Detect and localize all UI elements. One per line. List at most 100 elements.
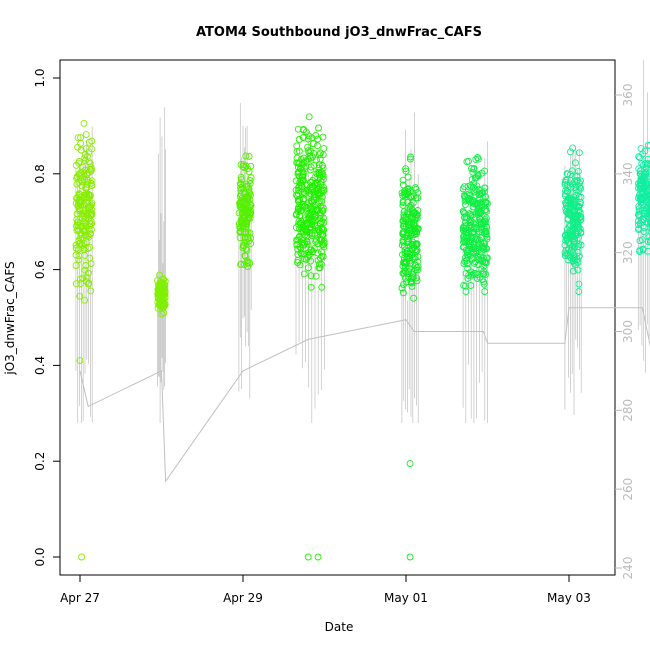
- data-point: [467, 271, 475, 279]
- data-point: [319, 231, 327, 238]
- data-point: [460, 183, 468, 191]
- y2-tick-label: 280: [621, 399, 635, 422]
- data-point: [647, 218, 650, 225]
- data-point: [404, 173, 412, 181]
- data-point: [160, 283, 168, 291]
- data-point: [563, 187, 571, 195]
- data-point: [636, 219, 644, 227]
- data-point: [299, 173, 307, 181]
- data-point: [569, 228, 577, 236]
- data-point: [74, 221, 82, 229]
- data-point: [294, 259, 302, 266]
- data-point: [313, 190, 321, 198]
- data-point: [402, 274, 409, 282]
- data-point: [569, 231, 577, 239]
- data-point: [465, 157, 472, 165]
- data-point: [480, 262, 488, 270]
- data-point: [462, 288, 470, 296]
- data-point: [87, 287, 95, 295]
- data-point: [304, 135, 312, 143]
- data-point-outlier: [76, 357, 84, 365]
- data-point: [305, 149, 313, 157]
- x-tick-label: May 03: [547, 591, 591, 605]
- data-point: [239, 244, 247, 252]
- data-point: [635, 224, 643, 232]
- data-point: [405, 268, 412, 276]
- data-point: [643, 212, 650, 220]
- data-point: [315, 124, 322, 132]
- data-point: [246, 177, 254, 184]
- data-point: [460, 232, 467, 240]
- data-point: [573, 172, 581, 180]
- data-point: [316, 231, 324, 239]
- y2-tick-label: 340: [621, 162, 635, 185]
- data-point: [404, 253, 412, 260]
- data-point: [459, 207, 467, 215]
- data-point: [294, 245, 302, 253]
- data-point: [295, 136, 303, 143]
- chart-title: ATOM4 Southbound jO3_dnwFrac_CAFS: [196, 25, 482, 40]
- data-point: [307, 147, 314, 155]
- data-point: [569, 144, 577, 152]
- data-point: [413, 277, 421, 285]
- data-point: [77, 201, 85, 209]
- data-point: [246, 189, 254, 197]
- data-point: [563, 170, 571, 178]
- y2-tick-label: 260: [621, 478, 635, 501]
- data-point: [469, 211, 477, 219]
- data-point: [574, 248, 582, 256]
- data-point: [406, 227, 414, 235]
- data-point: [241, 203, 249, 211]
- data-point: [638, 236, 646, 244]
- data-point: [76, 193, 84, 201]
- data-point: [400, 259, 408, 267]
- data-point: [576, 199, 584, 206]
- data-point: [638, 188, 646, 196]
- data-point: [575, 149, 583, 157]
- data-point: [246, 211, 254, 219]
- data-point: [306, 211, 314, 219]
- data-point: [467, 282, 475, 289]
- data-point: [82, 184, 90, 192]
- data-point: [404, 185, 412, 193]
- data-point: [469, 168, 477, 176]
- reference-path-layer: [75, 59, 650, 483]
- data-point: [412, 266, 420, 274]
- data-point: [461, 222, 468, 230]
- data-point: [570, 219, 578, 227]
- data-point: [467, 268, 475, 276]
- data-point: [85, 279, 93, 287]
- data-point: [563, 250, 571, 258]
- data-point: [299, 196, 307, 204]
- data-point: [640, 172, 648, 180]
- data-point: [80, 119, 88, 127]
- data-point: [75, 256, 83, 264]
- data-point: [410, 241, 418, 249]
- data-point: [401, 233, 409, 241]
- data-point: [577, 228, 585, 236]
- data-point: [76, 292, 84, 300]
- data-point: [317, 220, 324, 228]
- data-point: [236, 180, 244, 188]
- data-point: [409, 226, 417, 234]
- y-tick-label: 0.8: [33, 164, 47, 183]
- data-point: [478, 189, 486, 197]
- data-point: [567, 234, 574, 241]
- data-point: [480, 270, 488, 278]
- data-point: [316, 214, 324, 222]
- data-point: [237, 260, 245, 268]
- data-point: [577, 216, 585, 223]
- y-axis-label: jO3_dnwFrac_CAFS: [3, 261, 17, 375]
- data-point-zero: [406, 553, 414, 561]
- data-point: [473, 275, 481, 282]
- data-point: [88, 226, 95, 234]
- data-point: [235, 209, 243, 217]
- data-point: [312, 131, 320, 139]
- data-point: [319, 170, 327, 178]
- data-point: [317, 254, 324, 262]
- data-point: [79, 209, 87, 217]
- data-point: [647, 219, 650, 226]
- data-point: [309, 176, 317, 184]
- data-point: [157, 295, 165, 303]
